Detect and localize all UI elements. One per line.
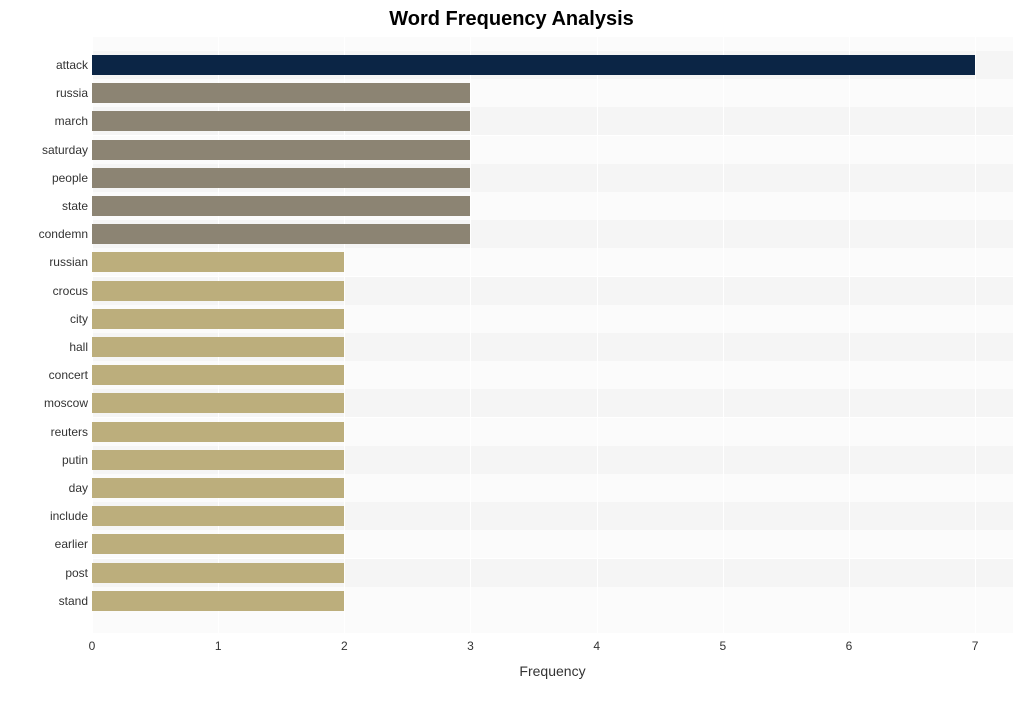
y-axis-label: hall: [69, 340, 88, 354]
x-tick: 4: [593, 639, 600, 653]
y-axis-label: stand: [59, 594, 88, 608]
bar: [92, 224, 470, 244]
bar: [92, 252, 344, 272]
x-tick: 0: [89, 639, 96, 653]
bars-zone: [92, 37, 1013, 633]
x-tick: 3: [467, 639, 474, 653]
y-axis-label: moscow: [44, 396, 88, 410]
y-axis-label: russian: [49, 255, 88, 269]
x-tick: 6: [846, 639, 853, 653]
x-tick: 7: [972, 639, 979, 653]
y-axis-label: post: [65, 566, 88, 580]
bar: [92, 591, 344, 611]
bar: [92, 111, 470, 131]
y-axis-label: russia: [56, 86, 88, 100]
bar: [92, 281, 344, 301]
x-tick: 1: [215, 639, 222, 653]
x-axis: Frequency 0 1 2 3 4 5 6 7: [92, 633, 1013, 693]
grid-band: [92, 37, 1013, 51]
bar: [92, 534, 344, 554]
bar: [92, 365, 344, 385]
plot-area: attack russia march saturday people state cond…: [10, 37, 1013, 633]
y-axis-label: reuters: [51, 425, 88, 439]
gridline: [597, 37, 598, 633]
bar: [92, 168, 470, 188]
y-axis-label: earlier: [55, 537, 88, 551]
bar: [92, 140, 470, 160]
x-tick: 5: [719, 639, 726, 653]
y-axis-label: attack: [56, 58, 88, 72]
y-axis-label: concert: [49, 368, 88, 382]
y-axis-label: crocus: [53, 284, 88, 298]
bar: [92, 506, 344, 526]
chart-title: Word Frequency Analysis: [10, 8, 1013, 31]
bar: [92, 393, 344, 413]
y-axis-label: state: [62, 199, 88, 213]
gridline: [975, 37, 976, 633]
y-axis-label: include: [50, 509, 88, 523]
bar: [92, 309, 344, 329]
bar: [92, 478, 344, 498]
gridline: [470, 37, 471, 633]
x-tick: 2: [341, 639, 348, 653]
y-axis-label: people: [52, 171, 88, 185]
bar: [92, 563, 344, 583]
bar: [92, 450, 344, 470]
y-axis-label: putin: [62, 453, 88, 467]
y-axis-label: day: [69, 481, 88, 495]
bar: [92, 422, 344, 442]
y-axis-label: condemn: [39, 227, 88, 241]
bar: [92, 337, 344, 357]
y-axis-label: city: [70, 312, 88, 326]
bar: [92, 196, 470, 216]
chart-container: Word Frequency Analysis attack russia marc…: [0, 0, 1023, 701]
grid-band: [92, 615, 1013, 633]
bar: [92, 55, 975, 75]
y-axis-label: march: [55, 114, 88, 128]
gridline: [849, 37, 850, 633]
y-axis-label: saturday: [42, 143, 88, 157]
x-axis-title: Frequency: [519, 663, 585, 679]
gridline: [723, 37, 724, 633]
bar: [92, 83, 470, 103]
y-axis: attack russia march saturday people state cond…: [10, 37, 92, 633]
